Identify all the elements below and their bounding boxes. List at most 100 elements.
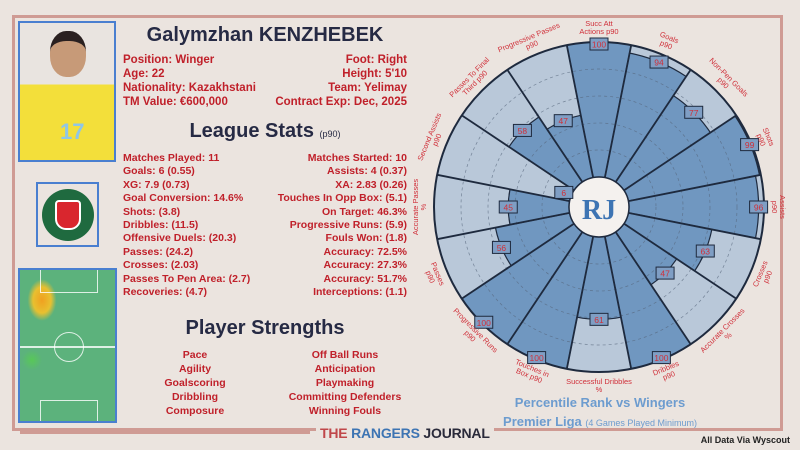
stats-left: Matches Played: 11 Goals: 6 (0.55) XG: 7.9… <box>123 152 250 299</box>
player-info-left: Position: Winger Age: 22 Nationality: Ka… <box>123 53 256 109</box>
brand-logo: THE RANGERS JOURNAL <box>316 425 494 441</box>
slice-background <box>437 115 575 202</box>
value-label: 63 <box>701 247 711 257</box>
value-label: 100 <box>530 353 544 363</box>
stat-item: Passes To Pen Area: (2.7) <box>123 272 251 285</box>
value-box <box>498 200 518 214</box>
category-label: Goalsp90 <box>655 30 680 53</box>
value-label: 99 <box>745 140 755 150</box>
slice-divider <box>506 69 584 183</box>
player-photo: 17 <box>18 21 116 162</box>
value-label: 77 <box>689 108 699 118</box>
player-strengths-heading: Player Strengths <box>185 317 345 339</box>
shirt-number: 17 <box>60 119 85 144</box>
value-box <box>527 351 547 365</box>
value-label: 100 <box>477 318 491 328</box>
stat-item: Assists: 4 (0.37) <box>327 165 407 178</box>
value-box <box>695 244 715 258</box>
stat-item: Goals: 6 (0.55) <box>123 165 195 178</box>
value-label: 58 <box>518 126 528 136</box>
slice-divider <box>628 211 762 241</box>
grid-ring <box>460 68 738 346</box>
player-info-right: Foot: Right Height: 5'10 Team: Yelimay C… <box>275 53 407 109</box>
stat-item: Goal Conversion: 14.6% <box>123 192 244 205</box>
value-label: 96 <box>754 203 764 213</box>
value-box <box>749 200 769 214</box>
stat-item: Accuracy: 51.7% <box>323 272 407 285</box>
slice-divider <box>461 114 575 192</box>
contract-expiry: Contract Exp: Dec, 2025 <box>275 96 407 108</box>
category-label: Accurate Passes% <box>411 179 428 236</box>
value-label: 6 <box>561 188 566 198</box>
strength-item: Committing Defenders <box>288 391 402 403</box>
value-label: 47 <box>660 269 670 279</box>
value-box <box>655 266 675 280</box>
slice-divider <box>506 231 584 345</box>
value-box <box>474 315 494 329</box>
value-label: 100 <box>592 40 606 50</box>
stat-item: Fouls Won: (1.8) <box>325 232 407 245</box>
slice-divider <box>436 173 570 203</box>
divider <box>20 431 310 434</box>
strength-item: Winning Fouls <box>308 405 382 417</box>
center-logo-text: RJ <box>582 195 616 226</box>
value-box <box>491 240 511 254</box>
age: Age: 22 <box>123 68 165 80</box>
value-box <box>651 351 671 365</box>
value-label: 61 <box>594 315 604 325</box>
category-label: Assistsp90 <box>770 195 787 219</box>
strength-item: Off Ball Runs <box>311 349 379 361</box>
stat-item: Recoveries: (4.7) <box>123 286 208 299</box>
slice-divider <box>603 236 633 370</box>
value-box <box>554 185 574 199</box>
club-crest <box>36 182 99 247</box>
slice-divider <box>603 44 633 178</box>
strengths-left: Pace Agility Goalscoring Dribbling Composure <box>140 348 250 418</box>
strength-item: Composure <box>165 405 225 417</box>
value-label: 100 <box>654 353 668 363</box>
tm-value: TM Value: €600,000 <box>123 96 228 108</box>
strength-item: Pace <box>182 349 208 361</box>
center-logo-circle <box>568 176 630 238</box>
team: Team: Yelimay <box>328 82 407 94</box>
strength-item: Anticipation <box>314 363 376 375</box>
chart-subtitle: Premier Liga (4 Games Played Minimum) <box>503 414 697 429</box>
value-box <box>649 55 669 69</box>
stat-item: Dribbles: (11.5) <box>123 219 199 232</box>
stat-item: Crosses: (2.03) <box>123 259 199 272</box>
slice-divider <box>565 44 595 178</box>
strength-item: Agility <box>178 363 212 375</box>
stat-item: Matches Started: 10 <box>307 152 407 164</box>
chart-title: Percentile Rank vs Wingers <box>514 395 686 410</box>
stat-item: Passes: (24.2) <box>123 245 194 258</box>
heatmap <box>18 268 117 423</box>
stat-item: Offensive Duels: (20.3) <box>123 232 237 245</box>
nationality: Nationality: Kazakhstani <box>123 82 256 94</box>
stat-item: Matches Played: 11 <box>123 152 220 164</box>
strength-item: Dribbling <box>171 391 219 403</box>
category-label: Successful Dribbles% <box>566 377 632 394</box>
stat-item: Progressive Runs: (5.9) <box>289 219 407 232</box>
stat-item: On Target: 46.3% <box>322 205 407 218</box>
stat-item: Touches In Opp Box: (5.1) <box>277 192 407 205</box>
value-label: 45 <box>504 203 514 213</box>
value-box <box>589 312 609 326</box>
league-stats-heading: League Stats (p90) <box>189 120 341 142</box>
stat-item: Accuracy: 72.5% <box>323 245 407 258</box>
player-name: Galymzhan KENZHEBEK <box>146 24 384 46</box>
stat-item: XG: 7.9 (0.73) <box>123 178 190 191</box>
value-box <box>740 138 760 152</box>
slice-divider <box>436 211 570 241</box>
slice-divider <box>614 231 692 345</box>
position: Position: Winger <box>123 54 215 66</box>
strength-item: Goalscoring <box>164 377 226 389</box>
slice-divider <box>628 173 762 203</box>
value-box <box>553 114 573 128</box>
value-label: 94 <box>654 58 664 68</box>
slice-divider <box>623 222 737 300</box>
stat-item: XA: 2.83 (0.26) <box>335 178 407 191</box>
strength-item: Playmaking <box>315 377 375 389</box>
slice-divider <box>614 69 692 183</box>
slice-divider <box>461 222 575 300</box>
